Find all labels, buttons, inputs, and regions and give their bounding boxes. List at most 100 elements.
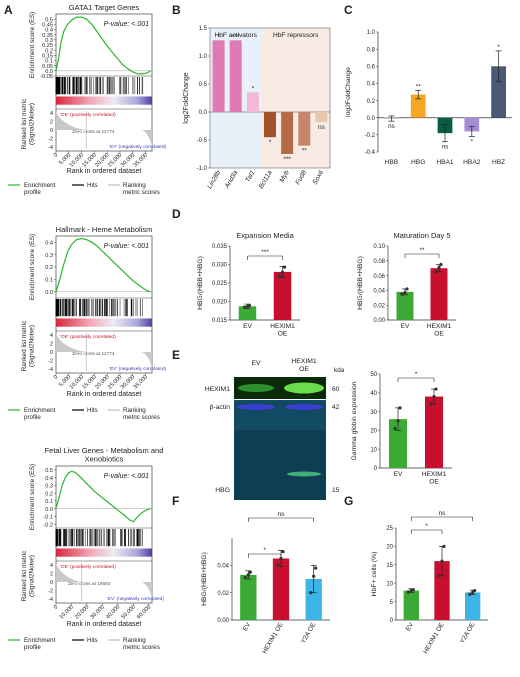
kda-label: kda [334, 367, 345, 374]
significance-label: ** [416, 83, 421, 90]
y-tick-label: 25 [386, 526, 393, 532]
bar-bcl11a [264, 112, 276, 138]
y-tick-label: 0.0 [45, 507, 53, 513]
bar-arid3a [229, 40, 242, 112]
ranking-metric-area [56, 564, 152, 600]
blot-hexim1 [234, 377, 326, 399]
y-axis-label: HBG/(HBB+HBG) [197, 256, 204, 310]
significance-label: ns [318, 124, 326, 131]
data-point [471, 590, 475, 595]
y-axis-label: HbF+ cells (%) [371, 552, 378, 597]
kda-value: 15 [332, 487, 340, 494]
metric-axis-label: Ranked list metric(Signal2Noise) [21, 320, 35, 372]
y-tick-label: 0.25 [42, 43, 53, 49]
kda-value: 42 [332, 404, 340, 411]
data-point [243, 576, 247, 580]
significance-label: * [415, 371, 418, 378]
metric-tick-label: -2 [48, 359, 53, 365]
metric-tick-label: 0 [50, 580, 53, 586]
data-point [396, 419, 400, 423]
y-tick-label: 0.015 [212, 318, 228, 324]
es-axis-label: Enrichment score (ES) [29, 234, 36, 300]
y-tick-label: 20 [370, 429, 377, 435]
significance-label: * [263, 547, 266, 554]
x-axis-label: Rank in ordered dataset [67, 391, 142, 398]
ranking-colorbar [56, 318, 152, 327]
negative-correlation-label: 'EV' (negatively correlated) [109, 366, 166, 372]
significance-label: * [471, 139, 474, 146]
bar-2 [465, 592, 481, 620]
enrichment-profile-line [55, 16, 151, 75]
data-point [398, 406, 402, 410]
panel-letter-f: F [172, 494, 179, 508]
chart-title: Maturation Day 5 [393, 231, 450, 240]
bar-0 [389, 419, 407, 468]
y-tick-label: 0.025 [212, 281, 228, 287]
bar-fud8 [298, 112, 311, 146]
y-tick-label: -0.1 [43, 515, 53, 521]
category-label: Myb [279, 169, 291, 184]
y-tick-label: -0.2 [43, 522, 53, 528]
x-axis-label: Rank in ordered dataset [67, 621, 142, 628]
panel-letter-d: D [172, 207, 181, 221]
x-tick-label: 20,000 [74, 604, 90, 620]
significance-label: ns [278, 511, 286, 518]
y-tick-label: 0.04 [217, 564, 229, 570]
x-tick-label: 0 [53, 374, 59, 380]
category-label: HEXIM1 OE [261, 622, 284, 656]
es-axis-label: Enrichment score (ES) [29, 12, 36, 78]
y-tick-label: 0.04 [373, 289, 385, 295]
category-label: EV [401, 323, 410, 330]
y-tick-label: -0.5 [197, 138, 208, 144]
y-tick-label: -1.0 [197, 166, 208, 172]
category-label: HBZ [492, 159, 505, 166]
significance-label: * [425, 523, 428, 530]
y-tick-label: -0.2 [365, 133, 376, 139]
x-tick-label: 40,000 [105, 604, 121, 620]
y-tick-label: 1.0 [367, 30, 376, 36]
data-point [442, 544, 446, 549]
significance-label: *** [283, 156, 291, 163]
category-label: HBG [411, 159, 425, 166]
category-label: Arid3a [223, 169, 239, 190]
kda-value: 60 [332, 386, 340, 393]
lane-label: EV [251, 360, 261, 367]
y-axis-label: log2FoldChange [345, 67, 352, 117]
y-tick-label: 0.15 [42, 54, 53, 60]
legend-label: Hits [87, 637, 98, 644]
ranking-colorbar [56, 548, 152, 557]
data-point [437, 574, 441, 578]
data-point [279, 556, 283, 561]
group-label: HbF activators [214, 32, 257, 39]
y-tick-label: 0.4 [367, 82, 376, 88]
y-tick-label: 0.05 [42, 64, 53, 70]
band-oe-bactin [285, 404, 323, 410]
bar-0 [396, 291, 414, 320]
enrichment-profile-line [55, 470, 151, 523]
y-tick-label: 0.0 [45, 69, 53, 75]
panel-letter-e: E [172, 348, 180, 362]
enrichment-profile-line [55, 237, 151, 293]
data-point [276, 563, 280, 567]
y-tick-label: 0 [390, 618, 394, 624]
y-tick-label: 0.1 [45, 278, 53, 284]
y-tick-label: 0.3 [45, 253, 53, 259]
data-point [282, 265, 287, 269]
y-tick-label: 1.0 [199, 54, 208, 60]
metric-tick-label: 0 [50, 128, 53, 134]
y-tick-label: 40 [370, 391, 377, 397]
ranking-metric-area [56, 334, 152, 370]
data-point [406, 590, 410, 594]
category-label: EV [405, 621, 416, 633]
data-point [248, 570, 252, 574]
y-tick-label: 0.4 [45, 476, 53, 482]
positive-correlation-label: 'OE' (positively correlated) [60, 564, 116, 570]
negative-correlation-label: 'EV' (negatively correlated) [109, 144, 166, 150]
y-tick-label: 0.2 [45, 265, 53, 271]
category-label: Tal1 [244, 169, 256, 183]
legend-label: Enrichment profile [24, 182, 56, 196]
y-tick-label: 0.02 [217, 591, 229, 597]
y-tick-label: 10 [370, 447, 377, 453]
y-tick-label: 0.3 [45, 38, 53, 44]
y-tick-label: 0.5 [199, 82, 208, 88]
